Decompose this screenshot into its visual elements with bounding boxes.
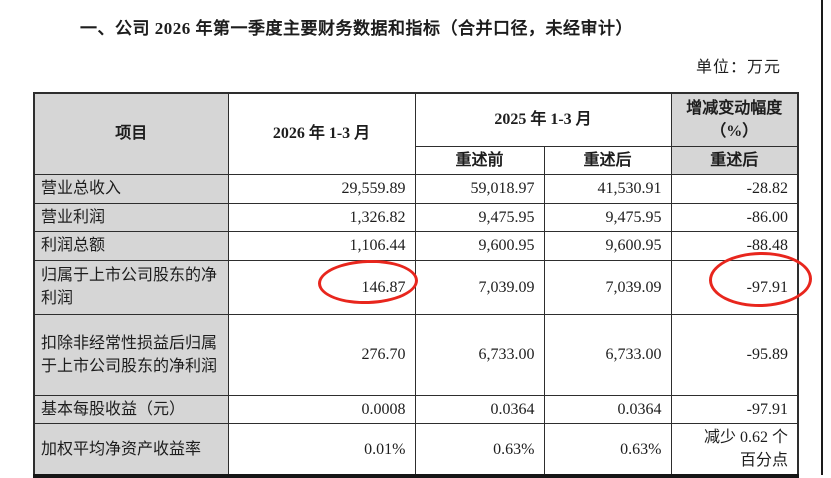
header-2026: 2026 年 1-3 月 xyxy=(227,92,416,175)
cell-value-circled: 146.87 xyxy=(227,259,416,315)
cell-value: 1,106.44 xyxy=(227,230,416,261)
table-row-net-profit: 归属于上市公司股东的净利润 146.87 7,039.09 7,039.09 -… xyxy=(33,259,799,315)
table-row-total-profit: 利润总额 1,106.44 9,600.95 9,600.95 -88.48 xyxy=(33,230,799,261)
page-edge-line xyxy=(821,0,823,475)
header-item: 项目 xyxy=(33,92,229,175)
table-row-operating-profit: 营业利润 1,326.82 9,475.95 9,475.95 -86.00 xyxy=(33,202,799,232)
cell-value: 1,326.82 xyxy=(227,202,416,232)
unit-label: 单位：万元 xyxy=(695,59,781,76)
cell-value: 41,530.91 xyxy=(543,173,672,204)
cell-value: 0.63% xyxy=(414,423,545,477)
row-label: 营业总收入 xyxy=(33,173,229,204)
cell-value: -88.48 xyxy=(670,230,799,261)
cell-value: 6,733.00 xyxy=(543,313,672,396)
header-restated-before: 重述前 xyxy=(414,145,545,175)
row-label: 营业利润 xyxy=(33,202,229,232)
table-row-net-profit-deducted: 扣除非经常性损益后归属于上市公司股东的净利润 276.70 6,733.00 6… xyxy=(33,313,799,396)
cell-value: 9,600.95 xyxy=(543,230,672,261)
cell-value: 减少 0.62 个 百分点 xyxy=(670,423,799,477)
cell-value: -95.89 xyxy=(670,313,799,396)
table-row-basic-eps: 基本每股收益（元） 0.0008 0.0364 0.0364 -97.91 xyxy=(33,394,799,425)
cell-value: 29,559.89 xyxy=(227,173,416,204)
table-row-weighted-roe: 加权平均净资产收益率 0.01% 0.63% 0.63% 减少 0.62 个 百… xyxy=(33,423,799,477)
cell-value: -97.91 xyxy=(670,394,799,425)
table-row-total-revenue: 营业总收入 29,559.89 59,018.97 41,530.91 -28.… xyxy=(33,173,799,204)
cell-value: 9,475.95 xyxy=(543,202,672,232)
cell-value-circled: -97.91 xyxy=(670,259,799,315)
header-restated-after: 重述后 xyxy=(543,145,672,175)
row-label: 利润总额 xyxy=(33,230,229,261)
cell-value: 9,600.95 xyxy=(414,230,545,261)
cell-value: 0.0364 xyxy=(414,394,545,425)
cell-value: -28.82 xyxy=(670,173,799,204)
cell-value: 9,475.95 xyxy=(414,202,545,232)
cell-value: 7,039.09 xyxy=(414,259,545,315)
cell-value: 59,018.97 xyxy=(414,173,545,204)
header-row-top: 项目 2026 年 1-3 月 2025 年 1-3 月 增减变动幅度（%） xyxy=(33,92,799,175)
header-2025: 2025 年 1-3 月 xyxy=(414,92,672,147)
row-label: 基本每股收益（元） xyxy=(33,394,229,425)
cell-value: 0.0008 xyxy=(227,394,416,425)
header-row-sub: 重述前 重述后 重述后 xyxy=(34,145,799,175)
cell-value: 276.70 xyxy=(227,313,416,396)
cell-value: 6,733.00 xyxy=(414,313,545,396)
cell-value: 0.0364 xyxy=(543,394,672,425)
header-change-restated-after: 重述后 xyxy=(670,145,799,175)
row-label: 归属于上市公司股东的净利润 xyxy=(33,259,229,315)
cell-value: 0.01% xyxy=(227,423,416,477)
cell-value: -86.00 xyxy=(670,202,799,232)
row-label: 加权平均净资产收益率 xyxy=(33,423,229,477)
cell-value: 7,039.09 xyxy=(543,259,672,315)
section-title: 一、公司 2026 年第一季度主要财务数据和指标（合并口径，未经审计） xyxy=(80,19,633,38)
header-change-pct: 增减变动幅度（%） xyxy=(670,92,799,147)
financial-indicators-table: 项目 2026 年 1-3 月 2025 年 1-3 月 增减变动幅度（%） 重… xyxy=(33,92,799,478)
cell-value: 0.63% xyxy=(543,423,672,477)
row-label: 扣除非经常性损益后归属于上市公司股东的净利润 xyxy=(33,313,229,396)
